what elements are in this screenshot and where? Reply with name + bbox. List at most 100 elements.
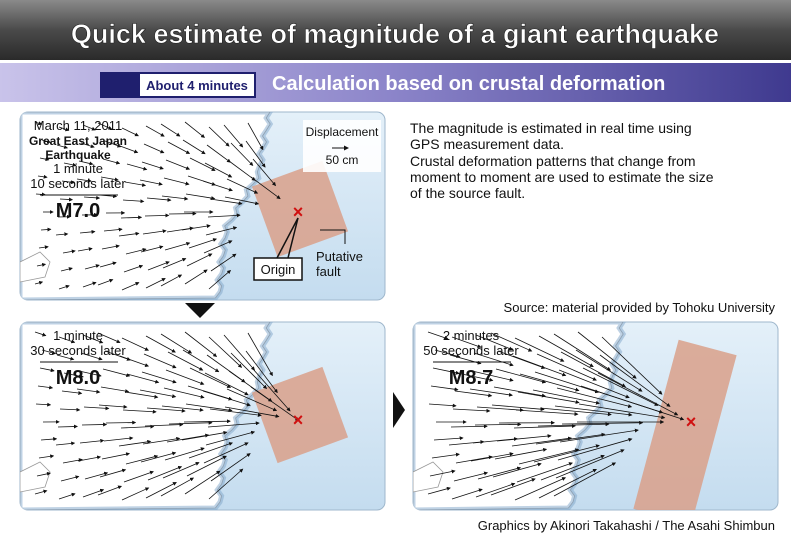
displacement-arrow bbox=[143, 143, 165, 154]
displacement-arrow bbox=[473, 352, 514, 367]
origin-mark: × bbox=[293, 202, 304, 222]
legend-scale: 50 cm bbox=[326, 153, 359, 167]
displacement-arrow bbox=[532, 389, 600, 405]
displacement-arrow bbox=[184, 269, 208, 285]
displacement-arrow bbox=[37, 385, 54, 390]
subtitle: Calculation based on crustal deformation bbox=[272, 73, 665, 95]
displacement-arrow bbox=[575, 349, 643, 392]
displacement-arrow bbox=[476, 406, 524, 413]
right-arrow bbox=[393, 392, 405, 428]
displacement-arrow bbox=[145, 278, 166, 289]
displacement-arrow bbox=[182, 139, 206, 155]
peninsula bbox=[20, 461, 51, 493]
displacement-arrow bbox=[34, 280, 44, 285]
displacement-arrow bbox=[203, 240, 233, 254]
displacement-arrow bbox=[160, 477, 195, 497]
displacement-arrow bbox=[599, 354, 671, 407]
displacement-arrow bbox=[202, 390, 251, 407]
displacement-arrow bbox=[118, 439, 152, 447]
displacement-arrow bbox=[142, 436, 181, 445]
displacement-arrow bbox=[124, 391, 159, 399]
magnitude: M8.7 bbox=[449, 367, 493, 389]
displacement-arrow bbox=[540, 454, 605, 481]
displacement-arrow bbox=[455, 455, 493, 464]
displacement-arrow bbox=[204, 162, 233, 178]
displacement-arrow bbox=[59, 197, 73, 202]
displacement-arrow bbox=[35, 402, 52, 407]
displacement-arrow bbox=[34, 331, 47, 337]
displacement-arrow bbox=[97, 332, 121, 344]
magnitude: M8.0 bbox=[56, 367, 100, 389]
displacement-arrow bbox=[60, 475, 80, 482]
displacement-arrow bbox=[495, 368, 547, 384]
displacement-arrow bbox=[208, 269, 232, 290]
displacement-arrow bbox=[554, 405, 633, 417]
panel-text: 50 seconds later bbox=[423, 343, 519, 358]
displacement-arrow bbox=[80, 142, 95, 149]
displacement-arrow bbox=[160, 123, 181, 137]
displacement-arrow bbox=[493, 386, 546, 398]
displacement-arrow bbox=[553, 333, 611, 371]
displacement-arrow bbox=[84, 264, 100, 270]
displacement-arrow bbox=[60, 267, 73, 272]
displacement-arrow bbox=[189, 157, 216, 171]
displacement-arrow bbox=[474, 422, 522, 427]
displacement-arrow bbox=[62, 249, 76, 254]
map bbox=[20, 112, 349, 300]
displacement-arrow bbox=[250, 386, 300, 421]
displacement-arrow bbox=[559, 428, 639, 443]
displacement-arrow bbox=[160, 333, 193, 354]
origin-mark: × bbox=[293, 410, 304, 430]
displacement-arrow bbox=[39, 157, 50, 162]
panel-text: 30 seconds later bbox=[30, 343, 126, 358]
displacement-arrow bbox=[103, 227, 123, 232]
displacement-arrow bbox=[82, 334, 104, 344]
fault-label: fault bbox=[316, 264, 341, 279]
displacement-arrow bbox=[100, 386, 130, 394]
displacement-arrow bbox=[189, 367, 232, 388]
displacement-arrow bbox=[538, 335, 594, 367]
description-line: The magnitude is estimated in real time … bbox=[410, 120, 692, 136]
displacement-arrow bbox=[125, 247, 147, 255]
displacement-arrow bbox=[39, 367, 55, 373]
displacement-arrow bbox=[582, 367, 659, 406]
displacement-arrow bbox=[206, 144, 231, 163]
displacement-arrow bbox=[578, 403, 666, 420]
displacement-arrow bbox=[428, 403, 457, 408]
displacement-arrow bbox=[555, 449, 625, 479]
displacement-arrow bbox=[121, 127, 139, 137]
displacement-arrow bbox=[58, 126, 70, 132]
displacement-arrow bbox=[432, 367, 460, 375]
displacement-arrow bbox=[161, 405, 204, 412]
displacement-arrow bbox=[536, 353, 597, 381]
displacement-arrow bbox=[163, 387, 205, 399]
displacement-arrow bbox=[104, 140, 122, 148]
displacement-arrow bbox=[450, 424, 488, 429]
displacement-arrow bbox=[167, 141, 191, 154]
displacement-arrow bbox=[250, 176, 281, 200]
displacement-arrow bbox=[226, 178, 259, 194]
displacement-arrow bbox=[538, 469, 597, 499]
panel-text: 1 minute bbox=[53, 161, 103, 176]
displacement-arrow bbox=[162, 257, 187, 269]
displacement-arrow bbox=[534, 371, 600, 394]
displacement-arrow bbox=[427, 486, 451, 495]
down-arrow bbox=[185, 303, 215, 318]
displacement-arrow bbox=[539, 407, 612, 417]
displacement-arrow bbox=[491, 404, 545, 412]
displacement-arrow bbox=[557, 437, 633, 461]
displacement-arrow bbox=[519, 373, 580, 392]
displacement-arrow bbox=[34, 121, 43, 126]
displacement-arrow bbox=[601, 336, 663, 395]
displacement-arrow bbox=[453, 471, 489, 482]
displacement-arrow bbox=[126, 373, 160, 384]
displacement-arrow bbox=[184, 121, 205, 138]
displacement-arrow bbox=[78, 160, 94, 166]
map bbox=[20, 322, 349, 510]
source: Source: material provided by Tohoku Univ… bbox=[504, 300, 776, 315]
displacement-arrow bbox=[168, 420, 213, 425]
panel-text: Earthquake bbox=[45, 148, 111, 162]
displacement-arrow bbox=[146, 407, 186, 413]
